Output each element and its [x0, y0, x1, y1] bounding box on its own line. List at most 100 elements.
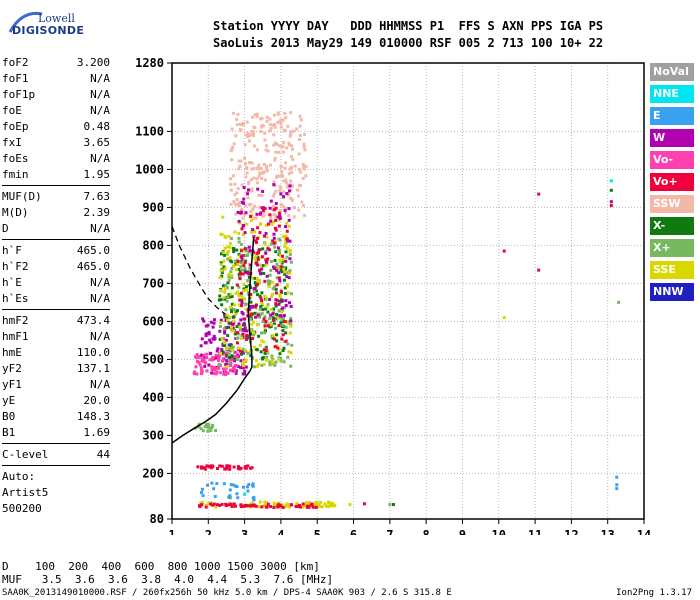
echo-point-x-: [240, 261, 244, 265]
echo-point-x-: [223, 315, 227, 319]
echo-point-w: [243, 372, 247, 376]
echo-point-ssw: [229, 202, 233, 206]
echo-point-w: [245, 329, 249, 333]
echo-point-ssw: [285, 206, 289, 210]
echo-point-x-: [277, 309, 281, 313]
echo-point-w: [278, 279, 282, 283]
echo-point-sse: [319, 500, 323, 504]
echo-point-x-: [234, 310, 238, 314]
echo-point-x-: [257, 315, 261, 319]
echo-point-sse: [279, 260, 283, 264]
echo-point-ssw: [304, 174, 308, 178]
echo-point-x-: [260, 311, 264, 315]
echo-point-vo-: [236, 260, 240, 264]
echo-point-vo-: [211, 503, 215, 507]
echo-point-sse: [219, 269, 223, 273]
echo-point-ssw: [273, 141, 277, 145]
echo-point-vo-: [289, 503, 293, 507]
echo-point-x-: [238, 270, 242, 274]
y-tick-label: 700: [142, 276, 164, 290]
echo-point-x-: [286, 342, 290, 346]
echo-point-x-: [279, 268, 283, 272]
echo-point-sse: [271, 334, 275, 338]
echo-point-ssw: [268, 129, 272, 133]
echo-point-vo-: [248, 215, 252, 219]
echo-point-sse: [287, 350, 291, 354]
echo-point-x-: [235, 357, 239, 361]
echo-point-w: [265, 274, 269, 278]
echo-point-vo-: [207, 464, 211, 468]
echo-point-x-: [264, 307, 268, 311]
echo-point-e: [233, 484, 237, 488]
echo-point-x-: [269, 242, 273, 246]
echo-point-w: [244, 211, 248, 215]
echo-point-ssw: [292, 215, 296, 219]
echo-point-ssw: [250, 167, 254, 171]
echo-point-ssw: [250, 161, 254, 165]
echo-point-ssw: [241, 123, 245, 127]
echo-point-x-: [224, 326, 228, 330]
echo-point-vo-: [255, 251, 259, 255]
echo-point-sse: [226, 318, 230, 322]
echo-point-x-: [258, 313, 262, 317]
echo-point-vo-: [306, 504, 310, 508]
echo-point-w: [266, 247, 270, 251]
echo-point-ssw: [233, 182, 237, 186]
echo-point-x-: [617, 300, 621, 304]
echo-point-e: [222, 482, 226, 486]
echo-point-x-: [275, 339, 279, 343]
echo-point-ssw: [259, 167, 263, 171]
echo-point-w: [275, 268, 279, 272]
echo-point-w: [220, 348, 224, 352]
echo-point-sse: [264, 223, 268, 227]
echo-point-vo-: [196, 465, 200, 469]
echo-point-x-: [219, 298, 223, 302]
echo-point-w: [239, 291, 243, 295]
echo-point-vo-: [204, 505, 208, 509]
echo-point-sse: [269, 308, 273, 312]
echo-point-sse: [242, 364, 246, 368]
echo-point-sse: [225, 365, 229, 369]
echo-point-sse: [221, 215, 225, 219]
echo-point-ssw: [264, 144, 268, 148]
echo-point-w: [252, 287, 256, 291]
echo-point-ssw: [235, 117, 239, 121]
echo-point-ssw: [278, 208, 282, 212]
y-tick-label: 600: [142, 314, 164, 328]
echo-point-sse: [289, 324, 293, 328]
echo-point-x-: [279, 321, 283, 325]
echo-point-x-: [261, 356, 265, 360]
echo-point-vo-: [246, 464, 250, 468]
legend-item-nnw: NNW: [650, 283, 694, 301]
param-name: foE: [2, 104, 22, 117]
echo-point-e: [200, 487, 204, 491]
echo-point-vo-: [235, 331, 239, 335]
echo-point-sse: [314, 500, 318, 504]
echo-point-x-: [277, 356, 281, 360]
echo-point-x-: [252, 365, 256, 369]
echo-point-w: [240, 210, 244, 214]
echo-point-e: [235, 492, 239, 496]
echo-point-x-: [238, 328, 242, 332]
echo-point-sse: [253, 256, 257, 260]
echo-point-x-: [391, 503, 395, 507]
echo-point-sse: [263, 242, 267, 246]
echo-point-vo-: [204, 356, 208, 360]
scale-muf-row: MUF 3.5 3.6 3.6 3.8 4.0 4.4 5.3 7.6 [MHz…: [2, 573, 334, 586]
echo-point-ssw: [257, 163, 261, 167]
echo-point-vo-: [274, 218, 278, 222]
echo-point-w: [213, 337, 217, 341]
echo-point-sse: [241, 362, 245, 366]
echo-point-vo-: [193, 355, 197, 359]
echo-point-sse: [230, 329, 234, 333]
echo-point-ssw: [233, 193, 237, 197]
echo-point-x-: [236, 309, 240, 313]
echo-point-vo-: [239, 249, 243, 253]
param-divider: [2, 185, 110, 186]
echo-point-vo-: [231, 358, 235, 362]
echo-point-x-: [243, 323, 247, 327]
echo-point-x-: [220, 351, 224, 355]
x-tick-label: 3: [241, 528, 248, 535]
echo-point-vo-: [253, 504, 257, 508]
param-name: h`Es: [2, 292, 29, 305]
